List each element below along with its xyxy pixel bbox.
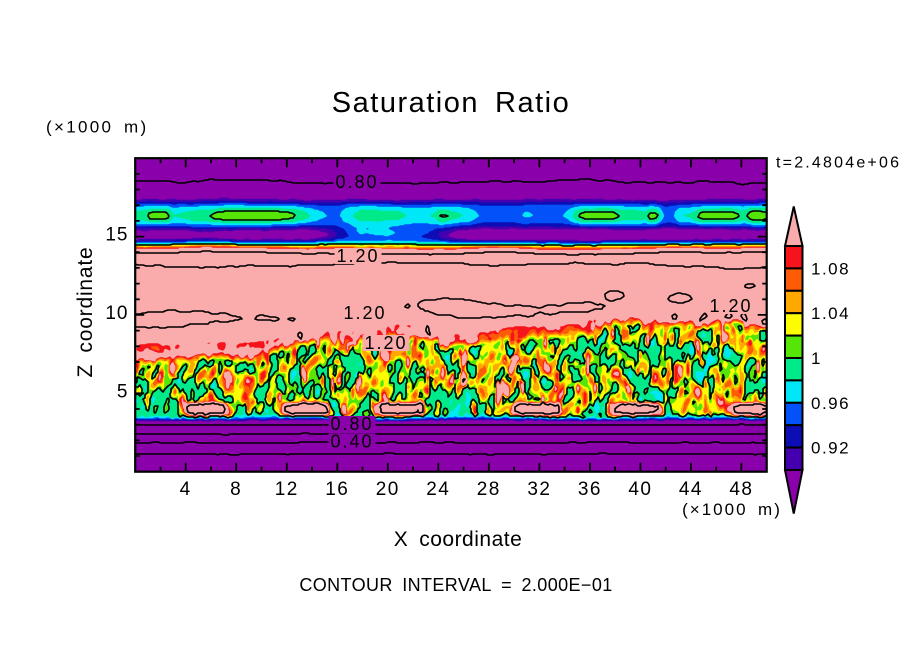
svg-text:Z coordinate: Z coordinate — [74, 247, 97, 378]
svg-text:12: 12 — [275, 479, 299, 500]
svg-text:(×1000 m): (×1000 m) — [682, 500, 782, 519]
svg-text:1.08: 1.08 — [811, 259, 850, 278]
svg-text:1.20: 1.20 — [364, 333, 407, 353]
svg-text:32: 32 — [527, 479, 551, 500]
svg-text:20: 20 — [376, 479, 400, 500]
svg-text:CONTOUR INTERVAL = 2.000E−01: CONTOUR INTERVAL = 2.000E−01 — [299, 575, 612, 595]
svg-text:48: 48 — [729, 479, 753, 500]
svg-text:44: 44 — [679, 479, 703, 500]
svg-text:1.20: 1.20 — [709, 296, 752, 316]
svg-text:1.04: 1.04 — [811, 304, 850, 323]
svg-text:0.92: 0.92 — [811, 439, 850, 458]
svg-text:0.80: 0.80 — [335, 172, 378, 192]
svg-text:1.20: 1.20 — [343, 303, 386, 323]
svg-text:8: 8 — [230, 479, 242, 500]
svg-text:X coordinate: X coordinate — [394, 528, 523, 551]
svg-text:24: 24 — [426, 479, 450, 500]
svg-text:16: 16 — [325, 479, 349, 500]
svg-text:0.80: 0.80 — [330, 414, 373, 434]
svg-text:28: 28 — [477, 479, 501, 500]
svg-text:1.20: 1.20 — [336, 246, 379, 266]
svg-text:0.40: 0.40 — [330, 432, 373, 452]
svg-text:15: 15 — [105, 225, 128, 246]
svg-text:4: 4 — [180, 479, 192, 500]
svg-text:t=2.4804e+06: t=2.4804e+06 — [776, 155, 901, 172]
svg-text:Saturation Ratio: Saturation Ratio — [332, 87, 570, 119]
svg-text:36: 36 — [578, 479, 602, 500]
svg-text:5: 5 — [117, 381, 129, 402]
svg-text:40: 40 — [628, 479, 652, 500]
svg-text:1: 1 — [811, 349, 822, 368]
svg-text:10: 10 — [105, 303, 128, 324]
svg-text:0.96: 0.96 — [811, 394, 850, 413]
svg-text:(×1000 m): (×1000 m) — [46, 118, 148, 137]
